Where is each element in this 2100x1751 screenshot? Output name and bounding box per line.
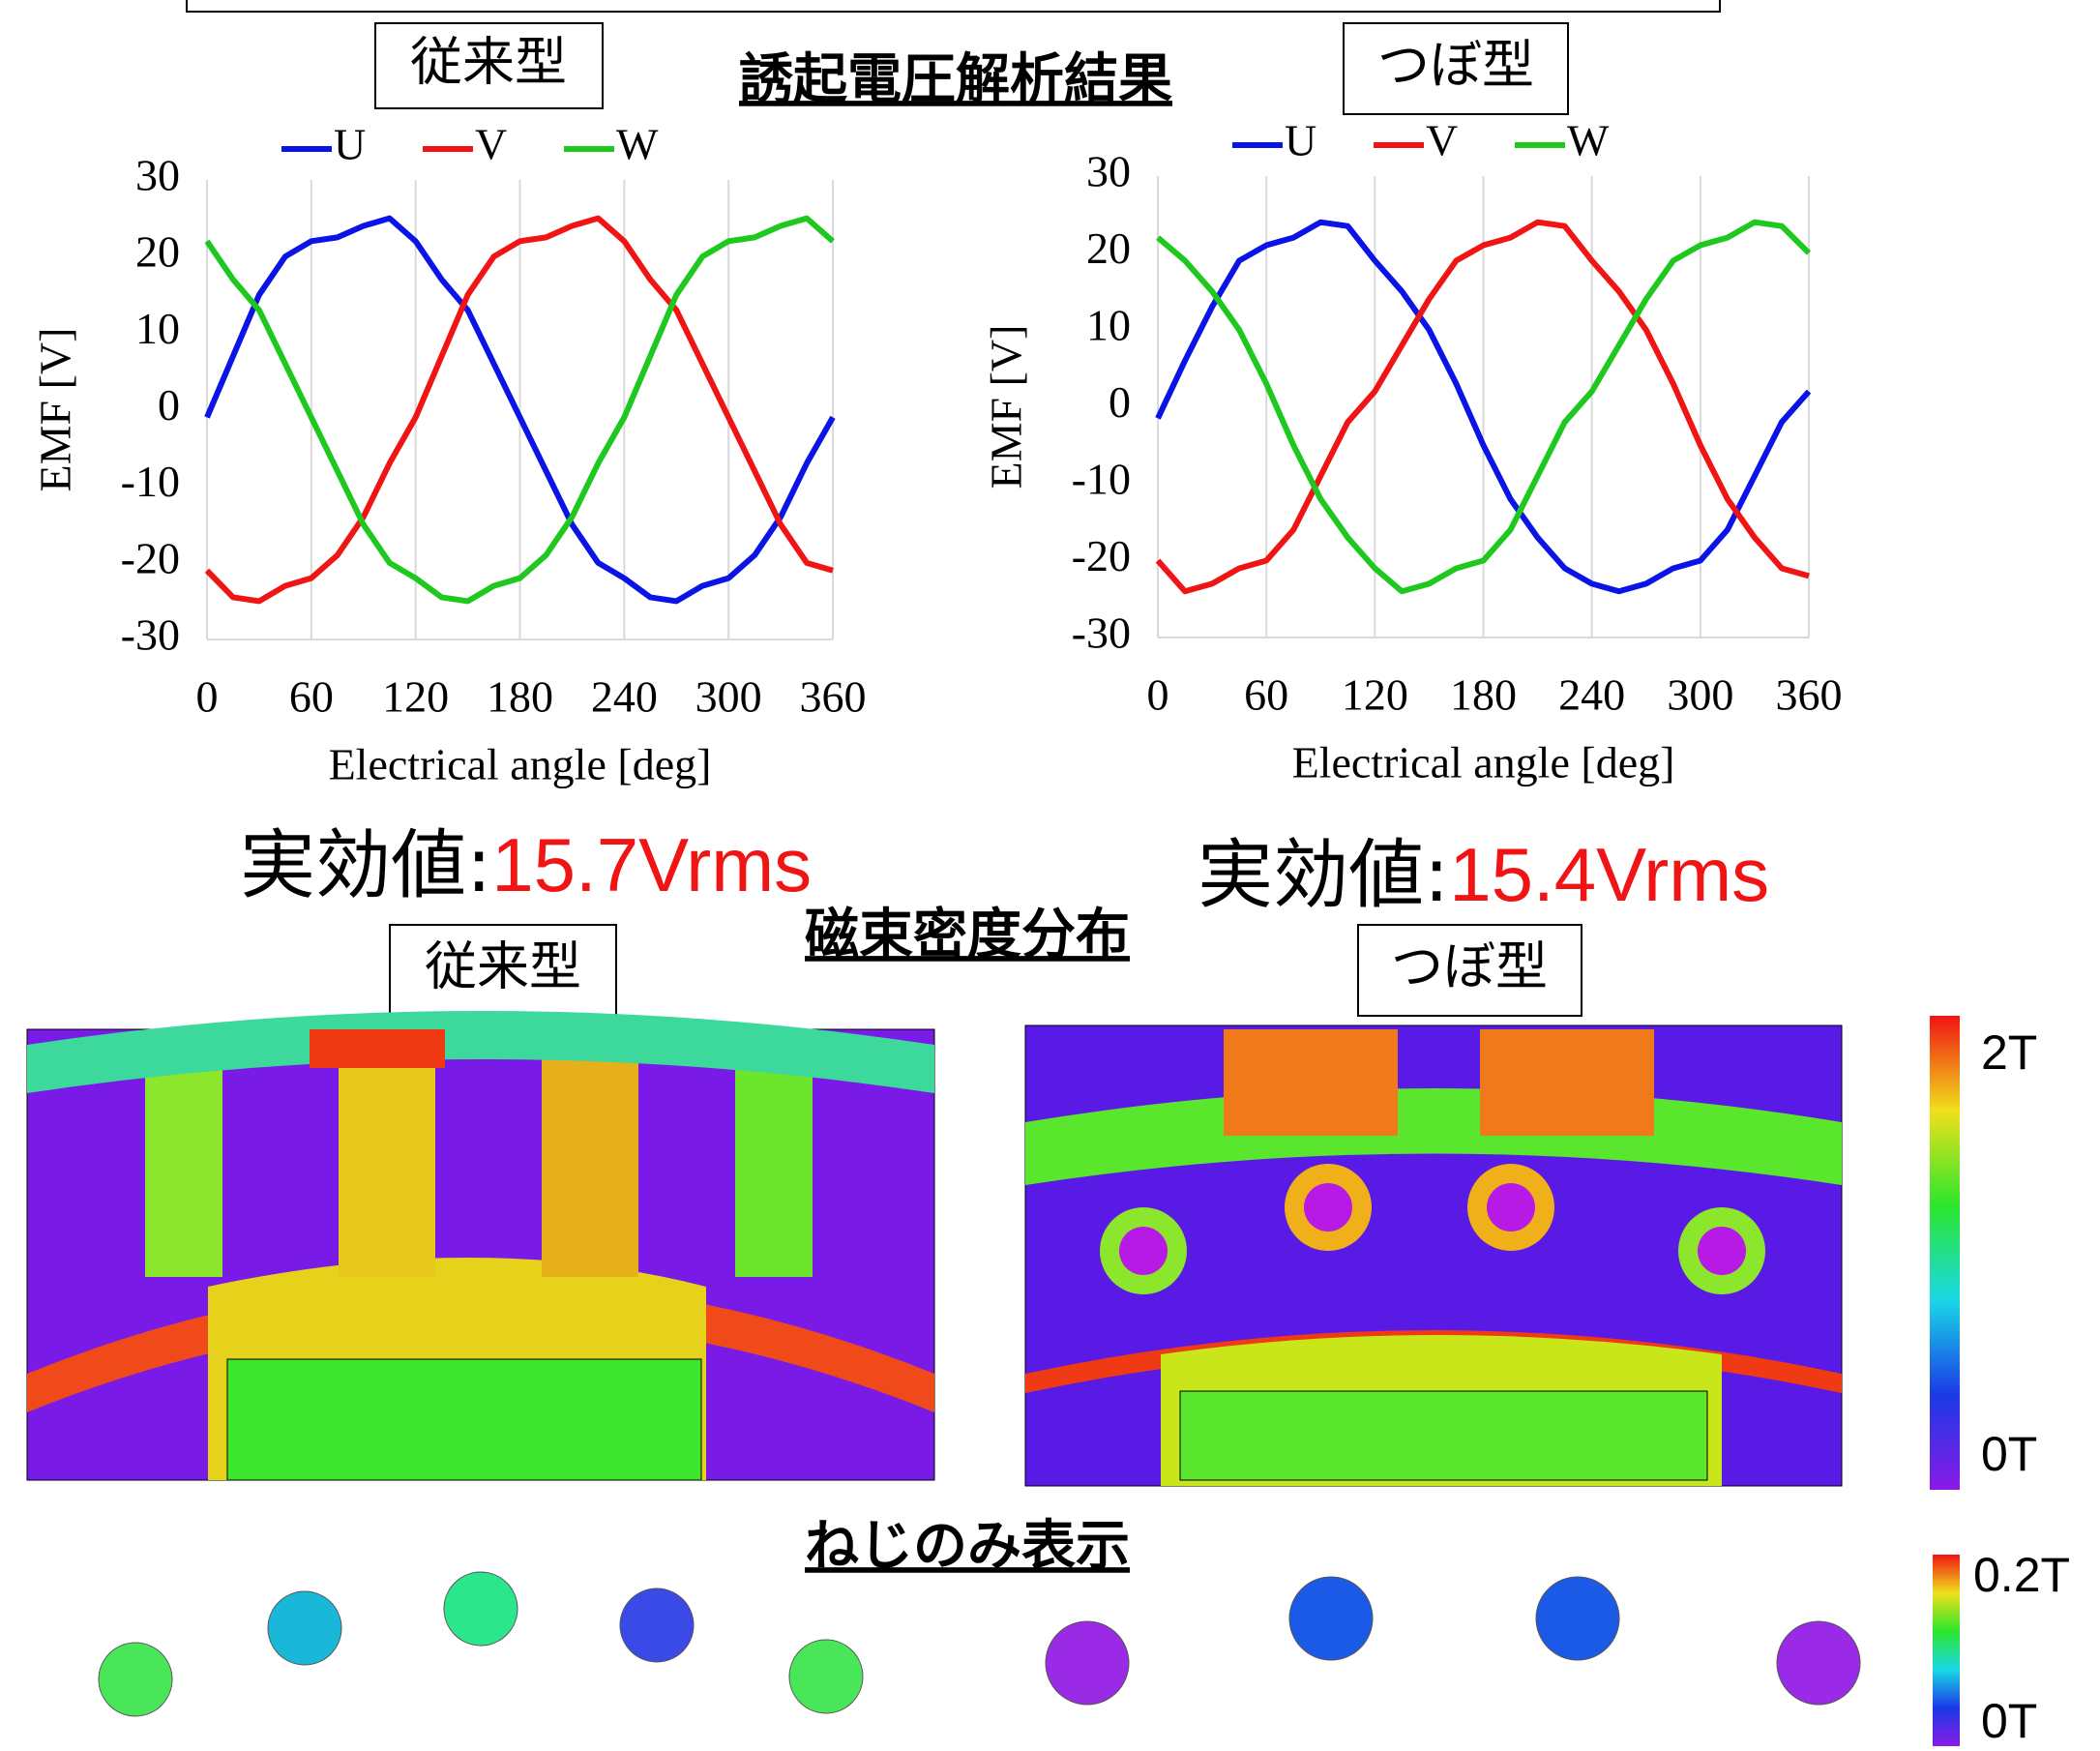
legend-label: V — [475, 120, 507, 169]
page: 誘起電圧解析結果 従来型 つぼ型 磁束密度分布 従来型 つぼ型 2T 0T ねじ… — [0, 0, 2100, 1751]
y-tick-label: -30 — [121, 610, 180, 660]
x-tick-label: 120 — [1342, 670, 1408, 720]
model-label: つぼ型 — [1377, 35, 1534, 96]
model-label: つぼ型 — [1391, 936, 1548, 997]
banner-frame — [187, 0, 1720, 12]
x-tick-label: 360 — [1776, 670, 1843, 720]
x-axis-label: Electrical angle [deg] — [329, 740, 712, 789]
x-tick-label: 60 — [289, 672, 334, 722]
x-tick-label: 120 — [382, 672, 449, 722]
rms-value: 15.7Vrms — [491, 822, 812, 907]
screw-images — [99, 1572, 1860, 1716]
legend-label: U — [1285, 116, 1316, 165]
x-tick-label: 60 — [1244, 670, 1288, 720]
x-tick-label: 0 — [1147, 670, 1169, 720]
y-tick-label: 0 — [1109, 377, 1131, 427]
flux-title: 磁束密度分布 — [805, 904, 1130, 966]
y-tick-label: 20 — [135, 227, 180, 277]
y-tick-label: 30 — [1086, 147, 1131, 196]
flux-image-tsubo — [1025, 1025, 1842, 1486]
x-tick-label: 0 — [196, 672, 219, 722]
x-tick-label: 180 — [487, 672, 553, 722]
colorbar — [1933, 1555, 1960, 1746]
y-tick-label: -10 — [1072, 455, 1131, 504]
legend-label: W — [616, 120, 659, 169]
screw-title: ねじのみ表示 — [805, 1515, 1130, 1578]
emf-title: 誘起電圧解析結果 — [739, 48, 1172, 111]
x-tick-label: 180 — [1450, 670, 1517, 720]
rms-label: 実効値: — [240, 822, 491, 909]
x-tick-label: 240 — [591, 672, 658, 722]
rms-text: 実効値:15.4Vrms — [1198, 815, 1769, 923]
y-tick-label: 30 — [135, 151, 180, 200]
y-tick-label: -10 — [121, 457, 180, 506]
rms-value: 15.4Vrms — [1449, 832, 1769, 917]
y-tick-label: 0 — [158, 380, 180, 430]
y-axis-label: EMF [V] — [31, 328, 80, 492]
y-tick-label: 10 — [1086, 301, 1131, 350]
model-label: 従来型 — [410, 32, 567, 93]
x-tick-label: 240 — [1558, 670, 1625, 720]
colorbar-label: 2T — [1981, 1025, 2037, 1080]
x-tick-label: 360 — [800, 672, 867, 722]
legend-label: U — [334, 120, 366, 169]
y-tick-label: 20 — [1086, 223, 1131, 273]
flux-image-conventional — [27, 1011, 934, 1480]
y-tick-label: -20 — [1072, 531, 1131, 580]
colorbar — [1930, 1016, 1960, 1490]
legend-label: W — [1567, 116, 1610, 165]
x-tick-label: 300 — [695, 672, 762, 722]
y-tick-label: 10 — [135, 304, 180, 353]
model-label: 従来型 — [425, 936, 581, 997]
colorbar-label: 0T — [1981, 1427, 2037, 1481]
y-axis-label: EMF [V] — [982, 325, 1031, 490]
rms-text: 実効値:15.7Vrms — [240, 805, 812, 913]
x-axis-label: Electrical angle [deg] — [1292, 738, 1675, 787]
y-tick-label: -20 — [121, 533, 180, 582]
x-tick-label: 300 — [1667, 670, 1733, 720]
colorbar-label: 0T — [1981, 1694, 2037, 1748]
y-tick-label: -30 — [1072, 608, 1131, 658]
colorbar-label: 0.2T — [1973, 1548, 2070, 1602]
legend-label: V — [1426, 116, 1458, 165]
rms-label: 実効値: — [1198, 832, 1449, 919]
